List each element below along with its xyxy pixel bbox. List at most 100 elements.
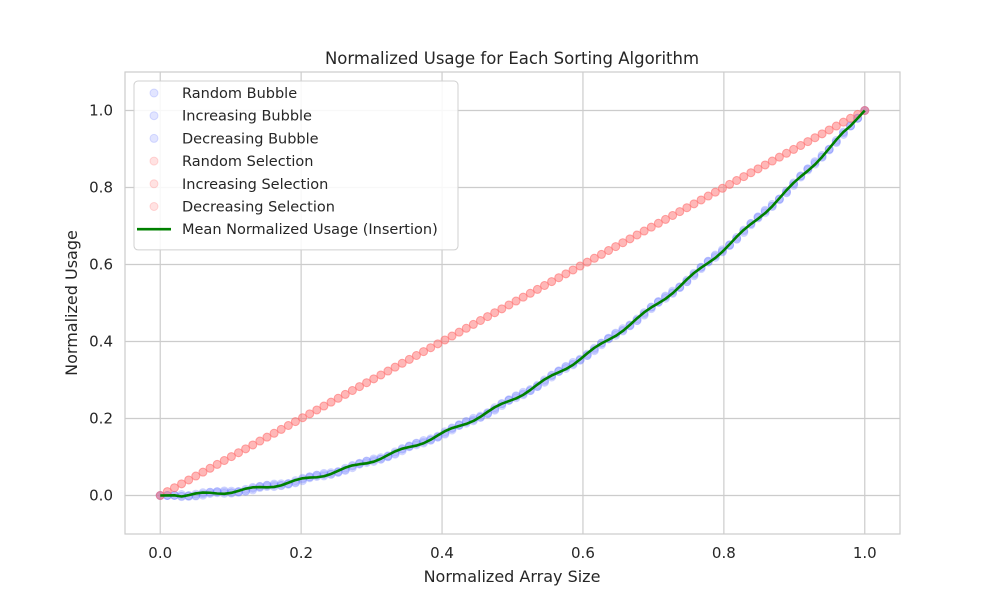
- scatter-point: [219, 456, 229, 465]
- scatter-point: [383, 366, 393, 376]
- scatter-point: [362, 378, 372, 388]
- scatter-point: [774, 152, 784, 162]
- scatter-point: [376, 370, 386, 380]
- scatter-point: [732, 234, 742, 244]
- scatter-point: [596, 249, 606, 259]
- scatter-point: [732, 176, 742, 185]
- scatter-point: [283, 421, 293, 430]
- scatter-point: [205, 463, 215, 473]
- scatter-point: [824, 125, 834, 135]
- scatter-point: [497, 304, 507, 314]
- scatter-point: [390, 362, 400, 372]
- scatter-point: [241, 444, 251, 454]
- scatter-point: [547, 277, 557, 287]
- scatter-point: [668, 211, 678, 220]
- scatter-point: [753, 164, 763, 174]
- scatter-point: [589, 253, 599, 263]
- scatter-point: [177, 479, 187, 489]
- scatter-point: [824, 125, 834, 135]
- scatter-point: [454, 327, 464, 337]
- scatter-point: [269, 428, 279, 438]
- scatter-point: [653, 218, 663, 228]
- scatter-point: [262, 432, 272, 442]
- scatter-point: [255, 436, 265, 446]
- scatter-point: [703, 191, 713, 201]
- scatter-point: [333, 393, 343, 403]
- scatter-point: [632, 230, 642, 240]
- scatter-point: [824, 125, 834, 135]
- legend-marker: [149, 111, 159, 121]
- scatter-point: [440, 335, 450, 345]
- scatter-point: [661, 214, 671, 224]
- scatter-point: [589, 253, 599, 263]
- scatter-point: [582, 257, 592, 267]
- scatter-point: [575, 261, 585, 271]
- scatter-point: [767, 156, 777, 166]
- scatter-point: [838, 117, 848, 127]
- scatter-point: [582, 257, 592, 267]
- scatter-point: [269, 428, 279, 438]
- scatter-point: [276, 424, 286, 434]
- scatter-point: [347, 386, 357, 395]
- scatter-point: [177, 479, 187, 489]
- scatter-point: [625, 234, 635, 244]
- legend-label: Random Selection: [182, 154, 313, 170]
- scatter-point: [554, 273, 564, 283]
- scatter-point: [262, 432, 272, 442]
- scatter-point: [767, 156, 777, 166]
- scatter-point: [838, 117, 848, 127]
- scatter-point: [525, 288, 535, 298]
- scatter-point: [803, 137, 813, 147]
- y-tick-label: 0.4: [89, 333, 113, 351]
- y-tick-label: 1.0: [89, 102, 113, 120]
- scatter-point: [611, 242, 621, 252]
- scatter-point: [753, 164, 763, 174]
- scatter-point: [547, 277, 557, 287]
- y-axis-label: Normalized Usage: [62, 230, 81, 376]
- scatter-point: [781, 148, 791, 158]
- scatter-point: [354, 382, 364, 392]
- scatter-point: [732, 176, 742, 185]
- scatter-point: [433, 339, 443, 349]
- scatter-point: [184, 475, 194, 485]
- scatter-point: [682, 277, 692, 287]
- marks-layer: [155, 106, 870, 502]
- scatter-point: [518, 292, 528, 302]
- scatter-point: [789, 144, 799, 154]
- scatter-point: [461, 323, 471, 333]
- scatter-point: [518, 292, 528, 302]
- scatter-point: [689, 199, 699, 209]
- scatter-point: [426, 343, 436, 353]
- x-tick-label: 0.0: [148, 544, 172, 562]
- scatter-point: [468, 319, 478, 329]
- scatter-point: [383, 366, 393, 376]
- scatter-point: [305, 409, 315, 419]
- scatter-point: [326, 397, 336, 407]
- scatter-point: [639, 226, 649, 236]
- scatter-point: [540, 281, 550, 290]
- scatter-point: [696, 195, 706, 205]
- series-5: [155, 106, 870, 500]
- scatter-point: [746, 168, 756, 178]
- legend-marker: [149, 156, 159, 166]
- scatter-point: [525, 288, 535, 298]
- scatter-point: [796, 141, 806, 150]
- scatter-point: [205, 463, 215, 473]
- scatter-point: [212, 459, 222, 469]
- scatter-point: [290, 417, 300, 427]
- scatter-point: [326, 397, 336, 407]
- scatter-point: [639, 226, 649, 236]
- scatter-point: [483, 312, 493, 322]
- scatter-point: [525, 288, 535, 298]
- scatter-point: [717, 183, 727, 193]
- scatter-point: [483, 312, 493, 322]
- scatter-point: [575, 261, 585, 271]
- scatter-point: [739, 172, 749, 182]
- scatter-point: [817, 129, 827, 139]
- scatter-point: [340, 389, 350, 399]
- scatter-point: [198, 467, 208, 477]
- scatter-point: [682, 203, 692, 213]
- scatter-point: [326, 397, 336, 407]
- legend-label: Decreasing Bubble: [182, 131, 319, 147]
- y-tick-label: 0.6: [89, 256, 113, 274]
